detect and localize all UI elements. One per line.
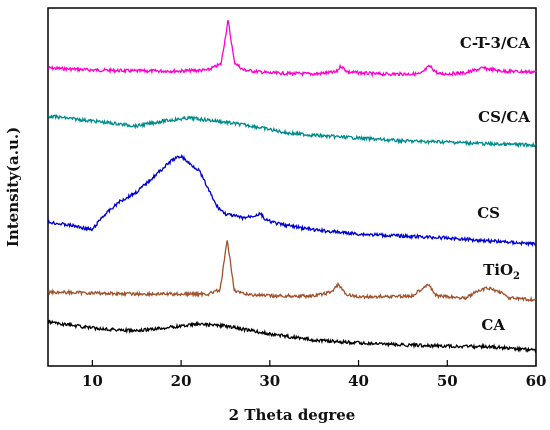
- x-tick-label: 10: [82, 372, 103, 390]
- x-axis: 10 20 30 40 50 60: [82, 360, 547, 390]
- plot-frame: [47, 7, 537, 367]
- y-axis-title: Intensity(a.u.): [4, 127, 22, 247]
- series-layer: [47, 20, 537, 353]
- series-label: TiO2: [483, 261, 520, 282]
- series-line-c-t-3-ca: [47, 20, 537, 78]
- series-label-main: CS: [477, 204, 500, 222]
- series-line-cs-ca: [47, 113, 537, 149]
- x-tick-label: 20: [171, 372, 192, 390]
- series-label: CA: [481, 316, 505, 334]
- x-axis-title: 2 Theta degree: [229, 406, 356, 424]
- series-labels: C-T-3/CA CS/CA CS TiO2 CA: [460, 34, 530, 334]
- x-tick-label: 30: [259, 372, 280, 390]
- series-line-tio2: [47, 240, 537, 303]
- series-label-subscript: 2: [513, 271, 520, 282]
- series-line-cs: [47, 153, 537, 248]
- series-label-main: CS/CA: [478, 108, 530, 126]
- series-label-main: C-T-3/CA: [460, 34, 530, 52]
- x-tick-label: 40: [348, 372, 369, 390]
- series-label: CS/CA: [478, 108, 530, 126]
- series-label: CS: [477, 204, 500, 222]
- series-line-ca: [47, 319, 537, 353]
- x-tick-label: 50: [437, 372, 458, 390]
- x-tick-label: 60: [526, 372, 547, 390]
- series-label-main: TiO: [483, 261, 513, 279]
- series-label: C-T-3/CA: [460, 34, 530, 52]
- series-label-main: CA: [481, 316, 505, 334]
